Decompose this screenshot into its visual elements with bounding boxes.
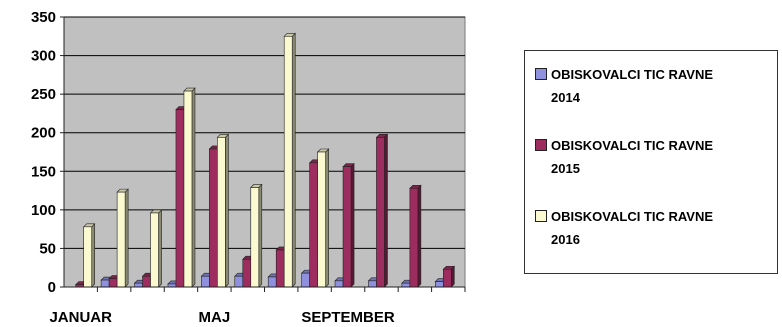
- bar-front: [442, 268, 452, 288]
- legend: OBISKOVALCI TIC RAVNE 2014 OBISKOVALCI T…: [524, 50, 778, 274]
- bar-front: [209, 148, 218, 288]
- legend-swatch-2015: [535, 139, 547, 151]
- bar-front: [183, 90, 193, 288]
- bar: [409, 184, 422, 288]
- legend-label-2015: OBISKOVALCI TIC RAVNE 2015: [551, 138, 714, 176]
- y-tick-label: 250: [31, 86, 56, 103]
- bar-front: [175, 109, 185, 288]
- bar-front: [217, 137, 226, 288]
- bar: [116, 188, 129, 288]
- y-tick-label: 50: [39, 240, 56, 257]
- bar: [82, 223, 96, 288]
- bar-front: [376, 137, 385, 288]
- bar-side: [191, 87, 196, 288]
- bar-side: [350, 162, 355, 288]
- bar-front: [368, 280, 377, 288]
- bar-side: [450, 265, 455, 288]
- bar-front: [150, 212, 159, 288]
- y-tick-label: 350: [31, 9, 56, 26]
- bar: [149, 209, 163, 288]
- x-tick-label: SEPTEMBER: [301, 309, 395, 326]
- bar: [342, 162, 355, 288]
- bar: [283, 32, 296, 288]
- y-tick-label: 200: [31, 125, 56, 142]
- bar-side: [225, 133, 229, 288]
- bar: [216, 133, 230, 288]
- legend-swatch-2014: [535, 68, 547, 80]
- bar-side: [91, 223, 96, 288]
- legend-swatch-2016: [535, 210, 547, 222]
- y-tick-label: 300: [31, 48, 56, 65]
- bar-front: [142, 275, 151, 288]
- bar-front: [434, 281, 444, 288]
- bar-front: [250, 187, 260, 288]
- bar-front: [108, 278, 118, 288]
- bar-side: [417, 184, 422, 288]
- y-tick-label: 0: [48, 279, 56, 296]
- legend-label-2016: OBISKOVALCI TIC RAVNE 2016: [551, 209, 714, 247]
- bar-front: [275, 249, 285, 288]
- x-tick-label: JANUAR: [49, 309, 112, 326]
- x-tick-label: MAJ: [199, 309, 231, 326]
- bar-front: [342, 166, 352, 288]
- bar-front: [301, 272, 310, 288]
- y-tick-label: 100: [31, 202, 56, 219]
- bar: [183, 87, 196, 288]
- bar-front: [242, 258, 252, 288]
- bar-front: [116, 191, 126, 288]
- bar-side: [291, 32, 296, 288]
- bar-front: [83, 226, 93, 288]
- bar-front: [234, 275, 244, 288]
- legend-label-2014: OBISKOVALCI TIC RAVNE 2014: [551, 67, 714, 105]
- bar-front: [267, 276, 277, 288]
- legend-item-2016: OBISKOVALCI TIC RAVNE 2016: [535, 205, 771, 251]
- bar-front: [309, 162, 318, 288]
- bar: [250, 183, 263, 288]
- bar: [375, 133, 389, 288]
- plot-area: [63, 16, 466, 288]
- legend-item-2015: OBISKOVALCI TIC RAVNE 2015: [535, 134, 771, 180]
- bar-front: [334, 280, 344, 288]
- bar-front: [100, 279, 110, 288]
- bar-side: [158, 209, 162, 288]
- bar-chart: 0 50 100 150 200 250 300 350 JANUAR MAJ SEPTEMBER: [31, 9, 466, 326]
- bar-side: [258, 183, 263, 288]
- bar-side: [384, 133, 388, 288]
- bar-side: [124, 188, 129, 288]
- bar: [316, 148, 330, 288]
- bar-front: [201, 275, 210, 288]
- bar-front: [134, 282, 143, 288]
- bar-side: [325, 148, 329, 288]
- bar-front: [283, 35, 293, 288]
- bar-front: [401, 282, 411, 288]
- y-tick-label: 150: [31, 163, 56, 180]
- legend-item-2014: OBISKOVALCI TIC RAVNE 2014: [535, 63, 771, 109]
- bar-front: [409, 187, 419, 288]
- bar-front: [317, 151, 326, 288]
- bar: [442, 265, 456, 288]
